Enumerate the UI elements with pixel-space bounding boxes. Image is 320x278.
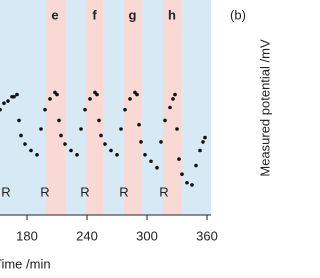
marker-label: R: [40, 184, 49, 199]
data-point: [39, 127, 43, 131]
x-tick-label: 240: [76, 228, 98, 243]
data-point: [6, 99, 10, 103]
band-label: g: [129, 7, 137, 22]
data-point: [115, 153, 119, 157]
data-point: [69, 148, 73, 153]
panel-label: (b): [230, 7, 246, 22]
data-point: [15, 92, 19, 97]
data-point: [17, 118, 21, 123]
data-point: [2, 101, 6, 105]
x-tick-label: 360: [196, 228, 218, 243]
band-label: h: [168, 7, 176, 22]
data-point: [201, 140, 205, 144]
data-point: [159, 140, 163, 144]
data-point: [83, 107, 87, 112]
marker-label: R: [119, 184, 128, 199]
data-point: [55, 92, 59, 97]
data-point: [35, 153, 39, 157]
band-label: f: [92, 7, 97, 22]
marker-label: R: [1, 184, 10, 199]
data-point: [109, 148, 113, 153]
data-point: [149, 159, 153, 164]
highlight-band: [163, 0, 181, 215]
data-point: [177, 157, 181, 161]
data-point: [185, 180, 189, 185]
data-point: [43, 107, 47, 112]
data-point: [0, 107, 2, 112]
data-point: [137, 122, 141, 127]
data-point: [203, 135, 207, 140]
data-point: [173, 92, 177, 97]
data-point: [139, 140, 143, 144]
data-point: [194, 163, 198, 168]
highlight-band: [124, 0, 141, 215]
data-point: [99, 133, 103, 138]
highlight-band: [45, 0, 65, 215]
data-point: [23, 142, 27, 146]
data-point: [190, 183, 194, 187]
chart: (b) Measured potential /mV Time /min e f g…: [0, 0, 272, 271]
data-point: [135, 92, 139, 97]
data-point: [12, 94, 16, 99]
data-point: [79, 127, 83, 131]
marker-label: R: [159, 184, 168, 199]
x-tick-label: 180: [16, 228, 38, 243]
x-axis-label: Time /min: [0, 256, 51, 271]
data-point: [59, 133, 63, 138]
data-point: [29, 148, 33, 153]
data-point: [123, 107, 127, 112]
band-label: e: [51, 7, 58, 22]
data-point: [198, 148, 202, 153]
marker-label: R: [80, 184, 89, 199]
data-point: [97, 118, 101, 123]
data-point: [103, 142, 107, 146]
data-point: [163, 118, 167, 123]
data-point: [57, 118, 61, 123]
data-point: [143, 153, 147, 157]
data-point: [119, 127, 123, 131]
data-point: [63, 142, 67, 146]
y-axis-label: Measured potential /mV: [257, 39, 272, 177]
highlight-band: [86, 0, 103, 215]
data-point: [88, 97, 92, 101]
data-point: [168, 105, 172, 110]
data-point: [175, 127, 179, 131]
data-point: [75, 153, 79, 157]
data-point: [95, 92, 99, 97]
data-point: [48, 97, 52, 101]
data-point: [180, 172, 184, 176]
data-point: [171, 97, 175, 101]
data-point: [19, 133, 23, 138]
x-tick-label: 300: [136, 228, 158, 243]
data-point: [128, 97, 132, 101]
data-point: [155, 165, 159, 170]
